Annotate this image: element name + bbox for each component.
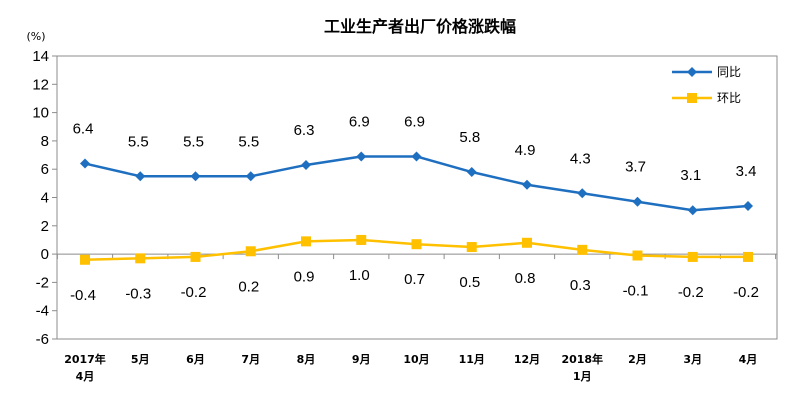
data-label: 3.4: [736, 163, 757, 180]
x-tick-label: 2月: [628, 353, 647, 366]
y-tick-label: -4: [36, 303, 49, 320]
plot-area: -6 -4 -2 0 2 4 6 8 10 12 14 2017年 4月 5月 6月 7月 8月 9月 10月 11月…: [32, 48, 778, 383]
series-marker: [190, 171, 201, 182]
series-marker: [80, 158, 90, 169]
series-marker: [245, 246, 256, 257]
series-marker: [411, 151, 422, 162]
legend-marker: [687, 67, 697, 77]
data-label: 3.1: [680, 167, 701, 184]
series-marker: [577, 244, 588, 255]
data-label: -0.2: [678, 284, 704, 301]
data-label: 6.9: [404, 113, 425, 130]
y-axis-unit: (%): [26, 30, 45, 43]
series-marker: [466, 242, 477, 253]
series-marker: [301, 159, 311, 170]
series-marker: [632, 250, 643, 261]
x-tick-label: 2017年: [64, 352, 106, 366]
y-tick-label: -6: [36, 331, 49, 348]
y-tick-label: 0: [41, 246, 49, 263]
x-tick-label: 7月: [241, 353, 260, 366]
series-marker: [577, 188, 588, 199]
x-tick-label: 10月: [403, 353, 429, 366]
data-label: -0.3: [125, 285, 151, 302]
series-marker: [356, 151, 367, 162]
legend-marker: [687, 93, 697, 103]
series-marker: [80, 254, 90, 265]
series-marker: [687, 205, 698, 216]
series-line: [84, 155, 749, 212]
data-label: 0.9: [294, 268, 315, 285]
data-label: 0.7: [404, 271, 425, 288]
series-marker: [135, 171, 146, 182]
y-tick-label: 8: [41, 133, 49, 150]
legend-label: 环比: [717, 91, 741, 105]
data-label: 0.2: [238, 278, 259, 295]
y-tick-label: -2: [36, 274, 49, 291]
x-tick-label: 12月: [514, 353, 540, 366]
x-tick-label: 11月: [459, 353, 485, 366]
x-tick-label: 4月: [76, 370, 95, 383]
legend-label: 同比: [717, 65, 741, 79]
series-marker: [411, 239, 422, 250]
data-label: 1.0: [349, 267, 370, 284]
x-tick-label: 3月: [683, 353, 702, 366]
plot-frame: [56, 55, 778, 340]
x-tick-label: 5月: [131, 353, 150, 366]
x-tick-label: 2018年: [561, 352, 603, 366]
data-label: -0.2: [181, 284, 207, 301]
series-marker: [301, 236, 311, 247]
series-marker: [522, 237, 532, 248]
data-label: 4.3: [570, 150, 591, 167]
series-marker: [632, 196, 643, 207]
chart-title: 工业生产者出厂价格涨跌幅: [324, 17, 516, 36]
series-marker: [135, 253, 146, 264]
data-label: 5.8: [459, 129, 480, 146]
data-label: 6.4: [73, 121, 94, 138]
x-tick-label: 9月: [352, 353, 371, 366]
y-tick-label: 4: [41, 190, 49, 207]
data-label: 6.3: [294, 122, 315, 139]
y-tick-label: 12: [32, 76, 49, 93]
series-marker: [743, 251, 753, 262]
data-label: -0.4: [70, 287, 96, 304]
series-marker: [190, 251, 201, 262]
data-label: 0.3: [570, 277, 591, 294]
x-tick-label: 8月: [297, 353, 316, 366]
series-marker: [522, 179, 532, 190]
data-label: 5.5: [238, 133, 259, 150]
x-tick-label: 6月: [186, 353, 205, 366]
y-tick-label: 2: [41, 218, 49, 235]
y-tick-label: 10: [32, 105, 49, 122]
series-marker: [687, 251, 698, 262]
data-label: 6.9: [349, 113, 370, 130]
data-label: 3.7: [625, 159, 646, 176]
data-label: 5.5: [183, 133, 204, 150]
data-label: 4.9: [515, 142, 536, 159]
y-tick-label: 14: [32, 48, 49, 65]
data-label: 5.5: [128, 133, 149, 150]
data-label: 0.5: [459, 274, 480, 291]
series-marker: [245, 171, 256, 182]
series-marker: [743, 200, 753, 211]
series-marker: [356, 234, 367, 245]
x-tick-label: 4月: [739, 353, 758, 366]
y-tick-label: 6: [41, 161, 49, 178]
data-label: 0.8: [515, 270, 536, 287]
x-tick-label: 1月: [573, 370, 592, 383]
data-label: -0.2: [733, 284, 759, 301]
series-marker: [466, 167, 477, 178]
data-label: -0.1: [623, 283, 649, 300]
